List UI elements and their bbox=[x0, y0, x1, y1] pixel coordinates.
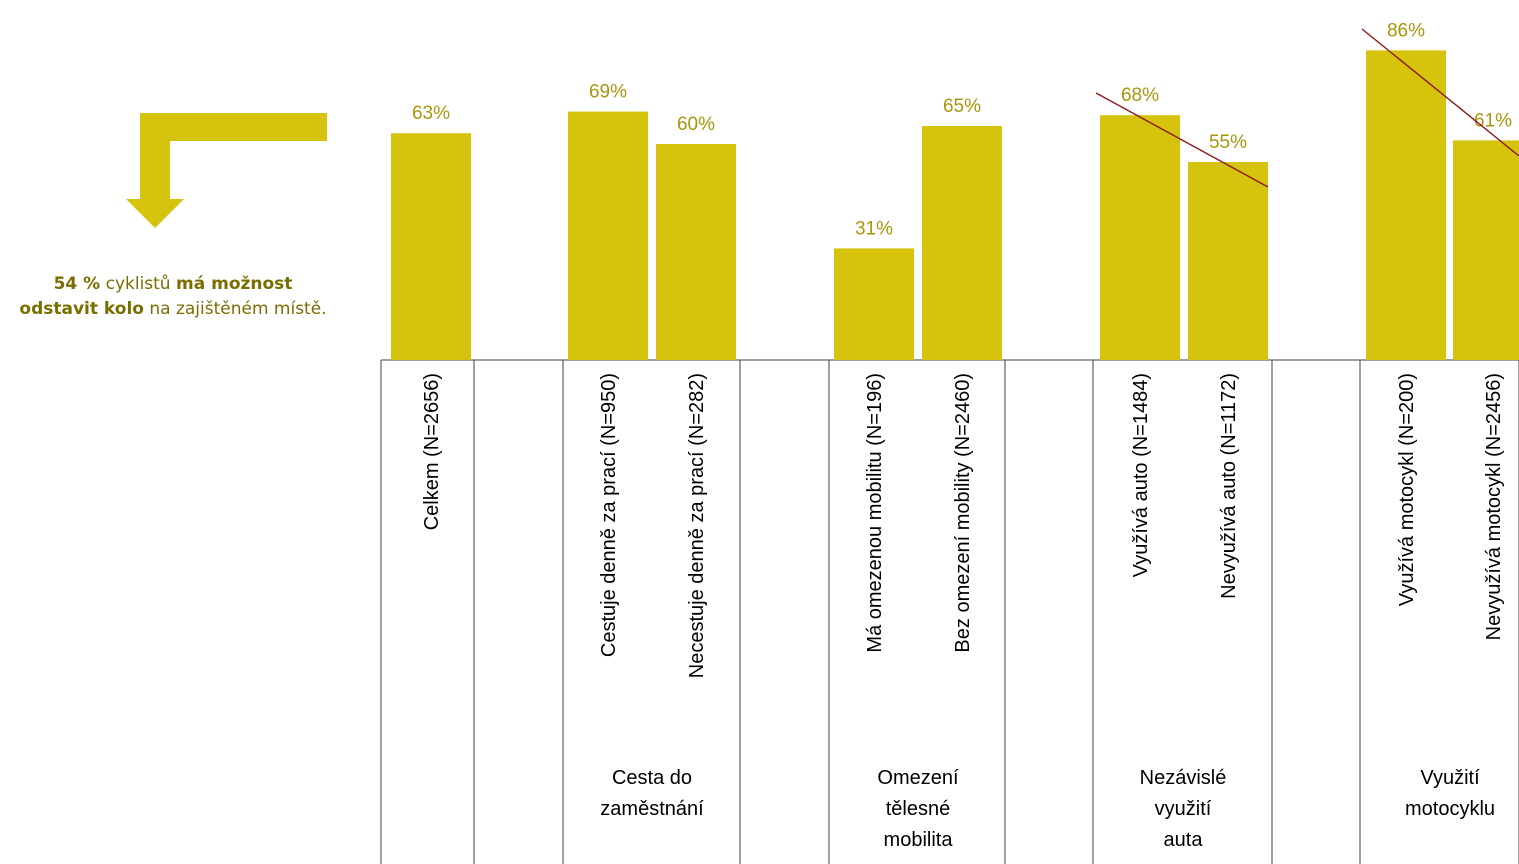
category-label-1: Cestuje denně za prací (N=950) bbox=[598, 373, 620, 657]
callout-percentage: 54 % bbox=[53, 274, 101, 294]
data-label-2: 60% bbox=[677, 114, 715, 135]
group-label-3: Nezávislé využití auta bbox=[1140, 767, 1227, 851]
bar-6 bbox=[1188, 162, 1268, 360]
bar-4 bbox=[922, 126, 1002, 360]
data-label-8: 61% bbox=[1474, 110, 1512, 131]
callout-emphasis: má možnost odstavit kolo bbox=[19, 274, 293, 319]
category-label-8: Nevyužívá motocykl (N=2456) bbox=[1483, 373, 1505, 640]
bar-5 bbox=[1100, 115, 1180, 360]
category-label-3: Má omezenou mobilitu (N=196) bbox=[864, 373, 886, 653]
bar-7 bbox=[1366, 50, 1446, 361]
data-label-3: 31% bbox=[855, 218, 893, 239]
category-label-7: Využívá motocykl (N=200) bbox=[1396, 373, 1418, 606]
bar-8 bbox=[1453, 140, 1519, 360]
bar-1 bbox=[568, 111, 648, 360]
data-label-0: 63% bbox=[412, 103, 450, 124]
data-label-4: 65% bbox=[943, 96, 981, 117]
group-label-2: Omezení tělesné mobilita bbox=[877, 767, 959, 851]
category-label-4: Bez omezení mobility (N=2460) bbox=[952, 373, 974, 653]
bar-3 bbox=[834, 248, 914, 360]
data-label-6: 55% bbox=[1209, 132, 1247, 153]
data-label-7: 86% bbox=[1387, 20, 1425, 41]
callout-text-part4: na zajištěném místě. bbox=[143, 299, 327, 319]
bar-0 bbox=[391, 133, 471, 360]
group-label-4: Využití motocyklu bbox=[1405, 767, 1495, 820]
callout-text-part2: cyklistů bbox=[100, 274, 176, 294]
category-label-6: Nevyužívá auto (N=1172) bbox=[1218, 373, 1240, 599]
bar-2 bbox=[656, 144, 736, 360]
category-label-5: Využívá auto (N=1484) bbox=[1130, 373, 1152, 577]
data-label-1: 69% bbox=[589, 82, 627, 103]
trend-line-0 bbox=[1095, 92, 1269, 188]
trend-line-1 bbox=[1361, 28, 1519, 157]
data-label-5: 68% bbox=[1121, 85, 1159, 106]
callout-text: 54 % cyklistů má možnost odstavit kolo n… bbox=[18, 272, 328, 322]
group-label-1: Cesta do zaměstnání bbox=[600, 767, 704, 820]
category-label-0: Celkem (N=2656) bbox=[421, 373, 443, 530]
category-label-2: Necestuje denně za prací (N=282) bbox=[686, 373, 708, 678]
callout-arrow-icon bbox=[126, 113, 327, 228]
